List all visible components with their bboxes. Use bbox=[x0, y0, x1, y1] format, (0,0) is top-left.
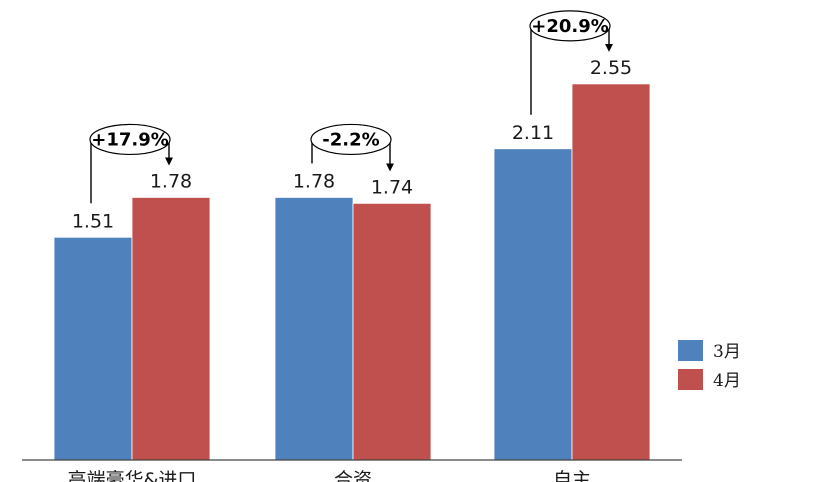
bar-2-series-1 bbox=[571, 83, 651, 461]
bar-1-series-0 bbox=[274, 197, 354, 461]
change-bubble-0 bbox=[89, 123, 171, 156]
category-labels: 高端豪华&进口 合资 自主 bbox=[68, 469, 591, 482]
legend-label-1: 4月 bbox=[713, 371, 741, 391]
change-label-0: +17.9% bbox=[91, 129, 169, 150]
value-label-1-1: 1.74 bbox=[371, 176, 413, 198]
value-label-2-1: 2.55 bbox=[590, 57, 632, 79]
bars-layer: 1.51 1.78 1.78 1.74 2.11 2.55 bbox=[53, 57, 651, 461]
bar-0-series-1 bbox=[131, 197, 211, 461]
category-label-0: 高端豪华&进口 bbox=[68, 469, 197, 482]
legend-swatch-1 bbox=[678, 369, 703, 390]
value-label-0-0: 1.51 bbox=[72, 210, 114, 232]
legend-label-0: 3月 bbox=[713, 342, 741, 362]
change-label-2: +20.9% bbox=[531, 16, 609, 37]
category-label-2: 自主 bbox=[553, 469, 591, 482]
value-label-2-0: 2.11 bbox=[512, 122, 554, 144]
legend-swatch-0 bbox=[678, 340, 703, 361]
category-label-1: 合资 bbox=[334, 469, 372, 482]
change-label-1: -2.2% bbox=[322, 129, 379, 150]
value-label-0-1: 1.78 bbox=[150, 170, 192, 192]
change-annotations: +17.9% -2.2% +20.9% bbox=[89, 10, 613, 204]
change-bubble-2 bbox=[529, 10, 611, 42]
bar-2-series-0 bbox=[493, 148, 573, 461]
change-bubble-1 bbox=[310, 123, 392, 156]
value-label-1-0: 1.78 bbox=[293, 170, 335, 192]
bar-1-series-1 bbox=[352, 202, 432, 461]
bar-0-series-0 bbox=[53, 236, 133, 461]
